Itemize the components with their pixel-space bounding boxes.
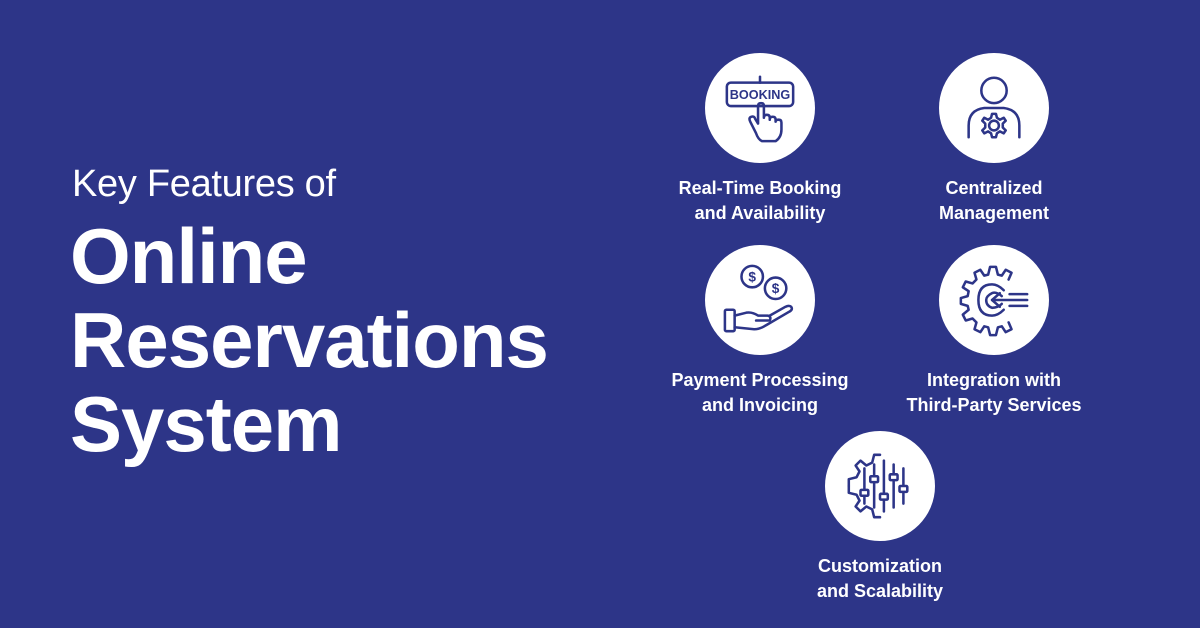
coin-symbol: $ — [748, 269, 756, 284]
feature-label: Payment Processing and Invoicing — [671, 370, 849, 415]
gear-arrow-icon — [959, 265, 1029, 337]
feature-realtime-booking: BOOKING Real-Time Booking and Availabili… — [640, 53, 880, 226]
feature-label: Real-Time Booking and Availability — [678, 178, 842, 223]
hand-coins-icon: $ $ — [723, 264, 794, 333]
booking-hand-icon: BOOKING — [725, 75, 795, 143]
gear-sliders-icon — [847, 453, 909, 519]
feature-icon-circle — [825, 431, 935, 541]
coin-symbol: $ — [772, 281, 780, 296]
feature-icon-circle: BOOKING — [705, 53, 815, 163]
heading-title-line-2: Reservations — [70, 296, 549, 384]
feature-third-party-integration: Integration with Third-Party Services — [874, 245, 1114, 418]
feature-label: Centralized Management — [938, 178, 1050, 223]
heading-title-line-1: Online — [70, 212, 308, 300]
feature-icon-circle — [939, 53, 1049, 163]
feature-centralized-management: Centralized Management — [874, 53, 1114, 226]
user-gear-icon — [967, 76, 1021, 139]
feature-icon-circle — [939, 245, 1049, 355]
feature-customization-scalability: Customization and Scalability — [760, 431, 1000, 604]
booking-icon-text: BOOKING — [730, 88, 791, 102]
feature-payment-processing: $ $ Payment Processing and Invoicing — [640, 245, 880, 418]
feature-icon-circle: $ $ — [705, 245, 815, 355]
feature-label: Integration with Third-Party Services — [906, 370, 1082, 415]
heading-block: Key Features of Online Reservations Syst… — [70, 160, 549, 468]
heading-title-line-3: System — [70, 380, 342, 468]
heading-subtitle: Key Features of — [72, 163, 336, 205]
feature-label: Customization and Scalability — [816, 556, 944, 601]
